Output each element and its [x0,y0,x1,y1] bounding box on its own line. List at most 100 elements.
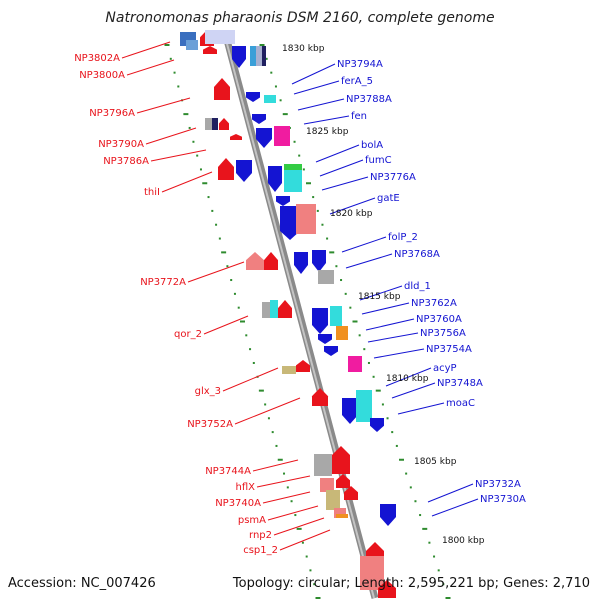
scale-tick [363,348,366,351]
gene-block [262,302,270,318]
scale-tick [207,196,210,199]
scale-tick [433,555,436,558]
scale-tick [315,597,321,599]
gene-label[interactable]: glx_3 [195,386,221,397]
gene-label[interactable]: NP3732A [475,479,521,490]
scale-tick [252,361,255,364]
scale-tick [358,334,361,337]
gene-label[interactable]: NP3772A [140,277,186,288]
left-leader-line [267,505,319,521]
gene-label[interactable]: gatE [377,193,400,204]
scale-tick [279,99,282,102]
gene-label[interactable]: NP3744A [205,466,251,477]
scale-tick [296,527,302,530]
kbp-layer: 1830 kbp 1825 kbp 1820 kbp 1815 kbp 1810… [282,44,485,546]
scale-tick [192,140,195,143]
gene-block [334,508,346,518]
scale-tick [245,334,248,337]
gene-label[interactable]: NP3740A [215,498,261,509]
scale-tick [395,444,398,447]
reverse-gene-arrow [312,250,326,272]
scale-tick [215,223,218,226]
scale-tick [277,458,283,461]
gene-label[interactable]: NP3752A [187,419,233,430]
gene-block [336,326,348,340]
right-leader-line [303,115,350,125]
scale-tick [372,375,375,378]
gene-label[interactable]: thiI [144,187,160,198]
scale-tick [286,486,289,489]
left-leader-line [279,529,331,551]
left-leader-line [145,127,197,145]
gene-label[interactable]: dld_1 [404,281,431,292]
gene-label[interactable]: NP3802A [74,53,120,64]
scale-tick [391,431,394,434]
gene-label[interactable]: NP3760A [416,314,462,325]
kbp-label: 1800 kbp [442,536,485,546]
gene-label[interactable]: psmA [238,515,266,526]
reverse-gene-arrow [276,196,290,206]
forward-gene-arrow [336,474,350,488]
gene-label[interactable]: NP3800A [79,70,125,81]
forward-gene-arrow [378,580,396,598]
forward-gene-arrow [218,158,234,180]
reverse-gene-arrow [370,418,384,432]
gene-label[interactable]: NP3754A [426,344,472,355]
gene-label[interactable]: NP3786A [103,156,149,167]
scale-tick [419,514,422,517]
gene-label[interactable]: NP3790A [98,139,144,150]
scale-tick [283,472,286,475]
scale-tick [335,265,338,268]
gene-block [205,118,215,130]
gene-label[interactable]: NP3776A [370,172,416,183]
tick-layer [164,44,451,599]
reverse-gene-arrow [252,114,266,124]
scale-tick [302,168,305,171]
gene-label[interactable]: hflX [236,482,256,493]
forward-gene-arrow [230,134,242,140]
scale-tick [199,168,202,171]
gene-label[interactable]: acyP [433,363,457,374]
left-leader-line [234,397,301,425]
gene-label[interactable]: NP3756A [420,328,466,339]
right-leader-line [291,63,336,85]
gene-label[interactable]: fumC [365,155,392,166]
gene-block [296,204,316,234]
reverse-gene-arrow [280,206,300,240]
right-leader-line [365,318,415,331]
gene-label[interactable]: NP3730A [480,494,526,505]
scale-tick [313,583,316,586]
gene-label[interactable]: moaC [446,398,475,409]
scale-tick [293,140,296,143]
forward-gene-arrow [278,300,292,318]
gene-block [264,95,276,103]
gene-label[interactable]: NP3748A [437,378,483,389]
gene-label[interactable]: NP3762A [411,298,457,309]
reverse-gene-arrow [380,504,396,526]
gene-label[interactable]: csp1_2 [243,545,278,556]
scale-tick [221,251,227,254]
left-leader-line [121,41,171,59]
right-leader-line [431,498,479,517]
scale-tick [233,292,236,295]
left-leader-line [136,97,191,114]
gene-label[interactable]: bolA [361,140,383,151]
left-leader-line [273,517,325,536]
gene-label[interactable]: fen [351,111,367,122]
gene-label[interactable]: ferA_5 [341,76,373,87]
gene-label[interactable]: NP3796A [89,108,135,119]
gene-label[interactable]: NP3788A [346,94,392,105]
scale-tick [271,431,274,434]
reverse-gene-arrow [294,252,308,274]
gene-label[interactable]: rnp2 [249,530,272,541]
right-leader-line [385,367,432,387]
gene-label[interactable]: folP_2 [388,232,418,243]
scale-tick [202,182,208,185]
scale-tick [321,223,324,226]
scale-tick [301,541,304,544]
gene-label[interactable]: NP3768A [394,249,440,260]
gene-label[interactable]: NP3794A [337,59,383,70]
gene-label[interactable]: qor_2 [174,329,202,340]
